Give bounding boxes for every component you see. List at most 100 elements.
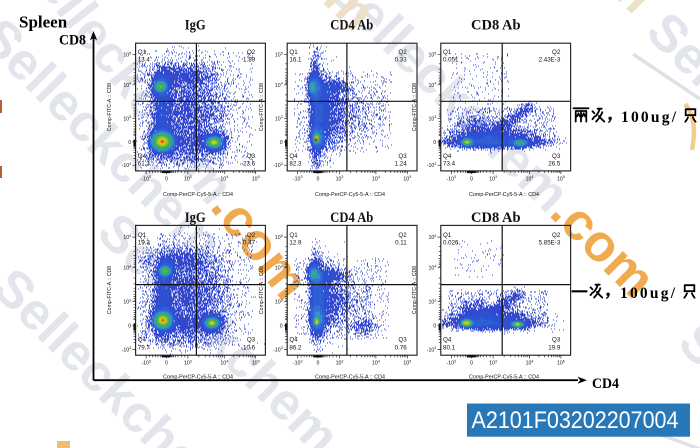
svg-text:Q4: Q4 [138,337,147,344]
svg-text:Q2: Q2 [398,232,407,239]
svg-text:Q2: Q2 [247,232,256,239]
svg-text:Q1: Q1 [443,49,452,56]
svg-text:0.11: 0.11 [395,239,407,246]
svg-text:Q4: Q4 [443,337,452,344]
svg-text:Q1: Q1 [443,232,452,239]
svg-text:Q4: Q4 [289,153,298,160]
svg-text:105: 105 [403,360,411,367]
svg-text:Q1: Q1 [289,49,298,56]
svg-text:0: 0 [165,361,168,367]
svg-text:104: 104 [429,82,437,89]
svg-text:105: 105 [429,52,437,59]
svg-text:Q4: Q4 [138,153,147,160]
svg-text:104: 104 [123,265,131,272]
svg-text:105: 105 [252,175,260,182]
svg-text:Comp-FITC-A :: CD8: Comp-FITC-A :: CD8 [412,83,418,131]
svg-text:-103: -103 [122,162,132,169]
svg-text:10.6: 10.6 [243,345,256,352]
svg-text:Q4: Q4 [443,153,452,160]
svg-text:0.33: 0.33 [395,56,408,63]
svg-text:Comp-PerCP-Cy5-5-A :: CD4: Comp-PerCP-Cy5-5-A :: CD4 [315,375,385,381]
svg-text:Comp-FITC-A :: CD8: Comp-FITC-A :: CD8 [412,266,418,314]
svg-text:1.59: 1.59 [243,56,256,63]
svg-text:104: 104 [220,175,228,182]
svg-text:104: 104 [275,265,283,272]
svg-text:105: 105 [123,52,131,59]
svg-text:103: 103 [184,360,192,367]
svg-text:Q1: Q1 [138,232,147,239]
svg-text:Comp-PerCP-Cy5-5-A :: CD4: Comp-PerCP-Cy5-5-A :: CD4 [163,192,233,198]
svg-text:Q4: Q4 [289,337,298,344]
svg-text:82.3: 82.3 [289,161,302,168]
svg-text:0: 0 [128,324,131,330]
svg-text:Comp-FITC-A :: CD8: Comp-FITC-A :: CD8 [107,83,113,131]
svg-text:Q3: Q3 [398,153,407,160]
svg-text:0: 0 [470,361,473,367]
svg-text:0: 0 [317,361,320,367]
svg-text:26.5: 26.5 [548,161,561,168]
svg-text:104: 104 [275,82,283,89]
svg-text:61.3: 61.3 [138,161,151,168]
svg-text:Comp-FITC-A :: CD8: Comp-FITC-A :: CD8 [259,83,265,131]
svg-text:Comp-PerCP-Cy5-5-A :: CD4: Comp-PerCP-Cy5-5-A :: CD4 [315,192,385,198]
svg-text:-103: -103 [427,162,437,169]
svg-text:0: 0 [280,140,283,146]
svg-text:103: 103 [123,299,131,306]
svg-text:19.3: 19.3 [138,239,151,246]
svg-text:103: 103 [429,299,437,306]
svg-text:104: 104 [123,82,131,89]
svg-text:0: 0 [317,176,320,182]
svg-text:Q3: Q3 [552,153,561,160]
svg-text:-103: -103 [273,162,283,169]
svg-text:23.6: 23.6 [243,161,256,168]
svg-text:105: 105 [557,360,565,367]
svg-text:CD8: CD8 [59,33,86,49]
svg-text:104: 104 [372,360,380,367]
svg-text:-103: -103 [141,175,151,182]
svg-text:Q3: Q3 [552,337,561,344]
svg-text:103: 103 [123,115,131,122]
svg-text:-103: -103 [141,360,151,367]
svg-text:13.4: 13.4 [138,56,151,63]
svg-text:Q3: Q3 [247,153,256,160]
svg-text:103: 103 [275,115,283,122]
svg-text:Comp-PerCP-Cy5-5-A :: CD4: Comp-PerCP-Cy5-5-A :: CD4 [469,375,539,381]
svg-text:16.1: 16.1 [289,56,302,63]
svg-text:79.7: 79.7 [138,345,151,352]
svg-text:-103: -103 [293,175,303,182]
svg-text:0.47: 0.47 [243,239,256,246]
svg-text:CD4 Ab: CD4 Ab [330,18,373,34]
svg-text:IgG: IgG [185,210,206,226]
svg-text:-103: -103 [122,346,132,353]
svg-text:19.9: 19.9 [548,345,561,352]
svg-text:Comp-PerCP-Cy5-5-A :: CD4: Comp-PerCP-Cy5-5-A :: CD4 [469,192,539,198]
svg-text:CD8 Ab: CD8 Ab [471,210,521,226]
svg-text:103: 103 [336,175,344,182]
svg-text:86.2: 86.2 [289,345,302,352]
svg-text:Q1: Q1 [289,232,298,239]
svg-text:-103: -103 [447,360,457,367]
svg-text:Q2: Q2 [247,49,256,56]
svg-text:103: 103 [184,175,192,182]
svg-text:CD4 Ab: CD4 Ab [330,210,373,226]
svg-text:105: 105 [252,360,260,367]
svg-text:0.051: 0.051 [443,56,459,63]
svg-text:Comp-PerCP-Cy5-5-A :: CD4: Comp-PerCP-Cy5-5-A :: CD4 [163,375,233,381]
svg-text:104: 104 [372,175,380,182]
svg-text:80.1: 80.1 [443,345,456,352]
svg-text:0: 0 [128,140,131,146]
svg-text:Spleen: Spleen [19,13,68,32]
svg-text:0: 0 [470,176,473,182]
svg-text:Q2: Q2 [552,232,561,239]
svg-text:-103: -103 [273,346,283,353]
svg-text:12.9: 12.9 [289,239,302,246]
svg-text:104: 104 [429,265,437,272]
svg-text:-103: -103 [427,346,437,353]
svg-text:0.026: 0.026 [443,239,459,246]
svg-text:104: 104 [526,175,534,182]
svg-text:Comp-FITC-A :: CD8: Comp-FITC-A :: CD8 [107,266,113,314]
svg-text:0: 0 [433,140,436,146]
svg-text:CD8 Ab: CD8 Ab [471,18,521,34]
svg-text:A2101F03202207004: A2101F03202207004 [472,407,679,434]
svg-text:Comp-FITC-A :: CD8: Comp-FITC-A :: CD8 [259,266,265,314]
